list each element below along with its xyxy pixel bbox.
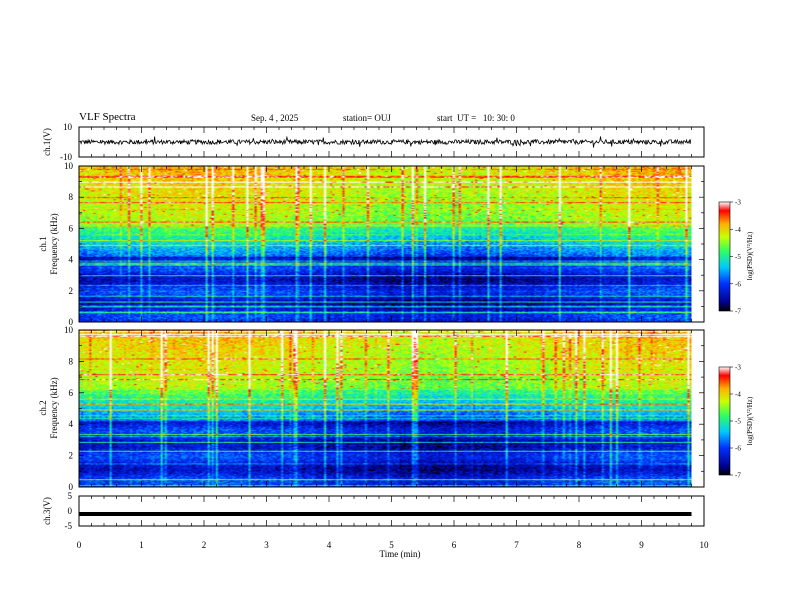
time-tick-label: 0 — [77, 540, 82, 550]
time-tick-label: 3 — [264, 540, 269, 550]
time-axis-labels: 0 1 2 3 4 5 6 7 8 9 10 — [77, 540, 709, 550]
ch2-ytick-label: 6 — [69, 388, 74, 398]
ch3-ytick-mid: 0 — [68, 506, 73, 516]
time-axis-ticks — [78, 127, 705, 526]
ch3-ytick-top: 5 — [68, 491, 73, 501]
time-tick-label: 4 — [327, 540, 332, 550]
ch2-colorbar-tick: -5 — [735, 418, 741, 426]
ch1-colorbar-tick: -5 — [735, 253, 741, 261]
ch2-ytick-label: 8 — [69, 356, 74, 366]
ch2-ytick-label: 4 — [69, 419, 74, 429]
ch1-freq-ticks: 0 2 4 6 8 10 — [64, 161, 704, 327]
ch1-ylabel-channel: ch.1 — [38, 236, 48, 251]
time-tick-label: 2 — [202, 540, 207, 550]
ch1-ytick-label: 6 — [69, 223, 74, 233]
ch1-ytick-label: 0 — [69, 317, 74, 327]
ch2-freq-ticks: 0 2 4 6 8 10 — [64, 325, 704, 492]
ch1-colorbar-tick: -3 — [735, 199, 741, 207]
ch2-spectrogram-panel: 0 2 4 6 8 10 ch.2 Frequency (kHz) — [38, 325, 705, 492]
ch2-ytick-label: 10 — [64, 325, 74, 335]
header-date: Sep. 4 , 2025 — [251, 113, 299, 123]
ch1-spectrogram-panel: 0 2 4 6 8 10 ch.1 Frequency (kHz) — [38, 161, 705, 327]
header-start-time: start UT = 10: 30: 0 — [437, 113, 515, 123]
ch1-colorbar-label: log(PSD)(V²/Hz) — [746, 231, 754, 280]
ch2-ylabel-frequency: Frequency (kHz) — [49, 377, 59, 438]
ch1-waveform-trace — [78, 135, 692, 148]
time-tick-label: 1 — [139, 540, 144, 550]
ch2-colorbar-tick: -7 — [735, 472, 741, 480]
ch1-ytick-top: 10 — [63, 122, 73, 132]
time-tick-label: 9 — [639, 540, 644, 550]
time-tick-label: 8 — [577, 540, 582, 550]
ch2-colorbar: -3 -4 -5 -6 -7 log(PSD)(V²/Hz) — [718, 364, 754, 480]
ch1-ylabel: ch.1(V) — [42, 128, 52, 156]
time-tick-label: 6 — [452, 540, 457, 550]
ch1-ylabel-frequency: Frequency (kHz) — [49, 213, 59, 274]
ch2-colorbar-ticks: -3 -4 -5 -6 -7 — [730, 364, 741, 480]
ch1-colorbar-ticks: -3 -4 -5 -6 -7 — [730, 199, 741, 316]
ch2-ylabel-channel: ch.2 — [38, 400, 48, 415]
ch2-spectrogram-image — [79, 330, 692, 487]
ch1-ytick-label: 2 — [69, 286, 74, 296]
ch2-ytick-label: 2 — [69, 451, 74, 461]
ch1-colorbar: -3 -4 -5 -6 -7 log(PSD)(V²/Hz) — [718, 199, 754, 316]
time-tick-label: 10 — [700, 540, 710, 550]
time-axis-title: Time (min) — [380, 549, 421, 559]
ch2-colorbar-tick: -4 — [735, 391, 741, 399]
ch1-ytick-label: 4 — [69, 255, 74, 265]
ch3-ytick-bottom: -5 — [65, 521, 73, 531]
chart-title: VLF Spectra — [79, 111, 136, 123]
ch2-colorbar-tick: -6 — [735, 445, 741, 453]
ch2-ytick-label: 0 — [69, 482, 74, 492]
time-tick-label: 7 — [514, 540, 519, 550]
ch1-colorbar-tick: -4 — [735, 226, 741, 234]
ch1-ytick-bottom: -10 — [60, 152, 72, 162]
ch1-colorbar-tick: -7 — [735, 308, 741, 316]
time-tick-label: 5 — [389, 540, 394, 550]
ch3-ylabel: ch.3(V) — [42, 497, 52, 525]
ch2-colorbar-label: log(PSD)(V²/Hz) — [746, 396, 754, 445]
ch1-spectrogram-image — [79, 166, 692, 322]
ch1-ytick-label: 8 — [69, 192, 74, 202]
ch1-colorbar-tick: -6 — [735, 280, 741, 288]
ch1-ytick-label: 10 — [64, 161, 74, 171]
ch2-colorbar-tick: -3 — [735, 364, 741, 372]
header-station: station= OUJ — [343, 113, 391, 123]
